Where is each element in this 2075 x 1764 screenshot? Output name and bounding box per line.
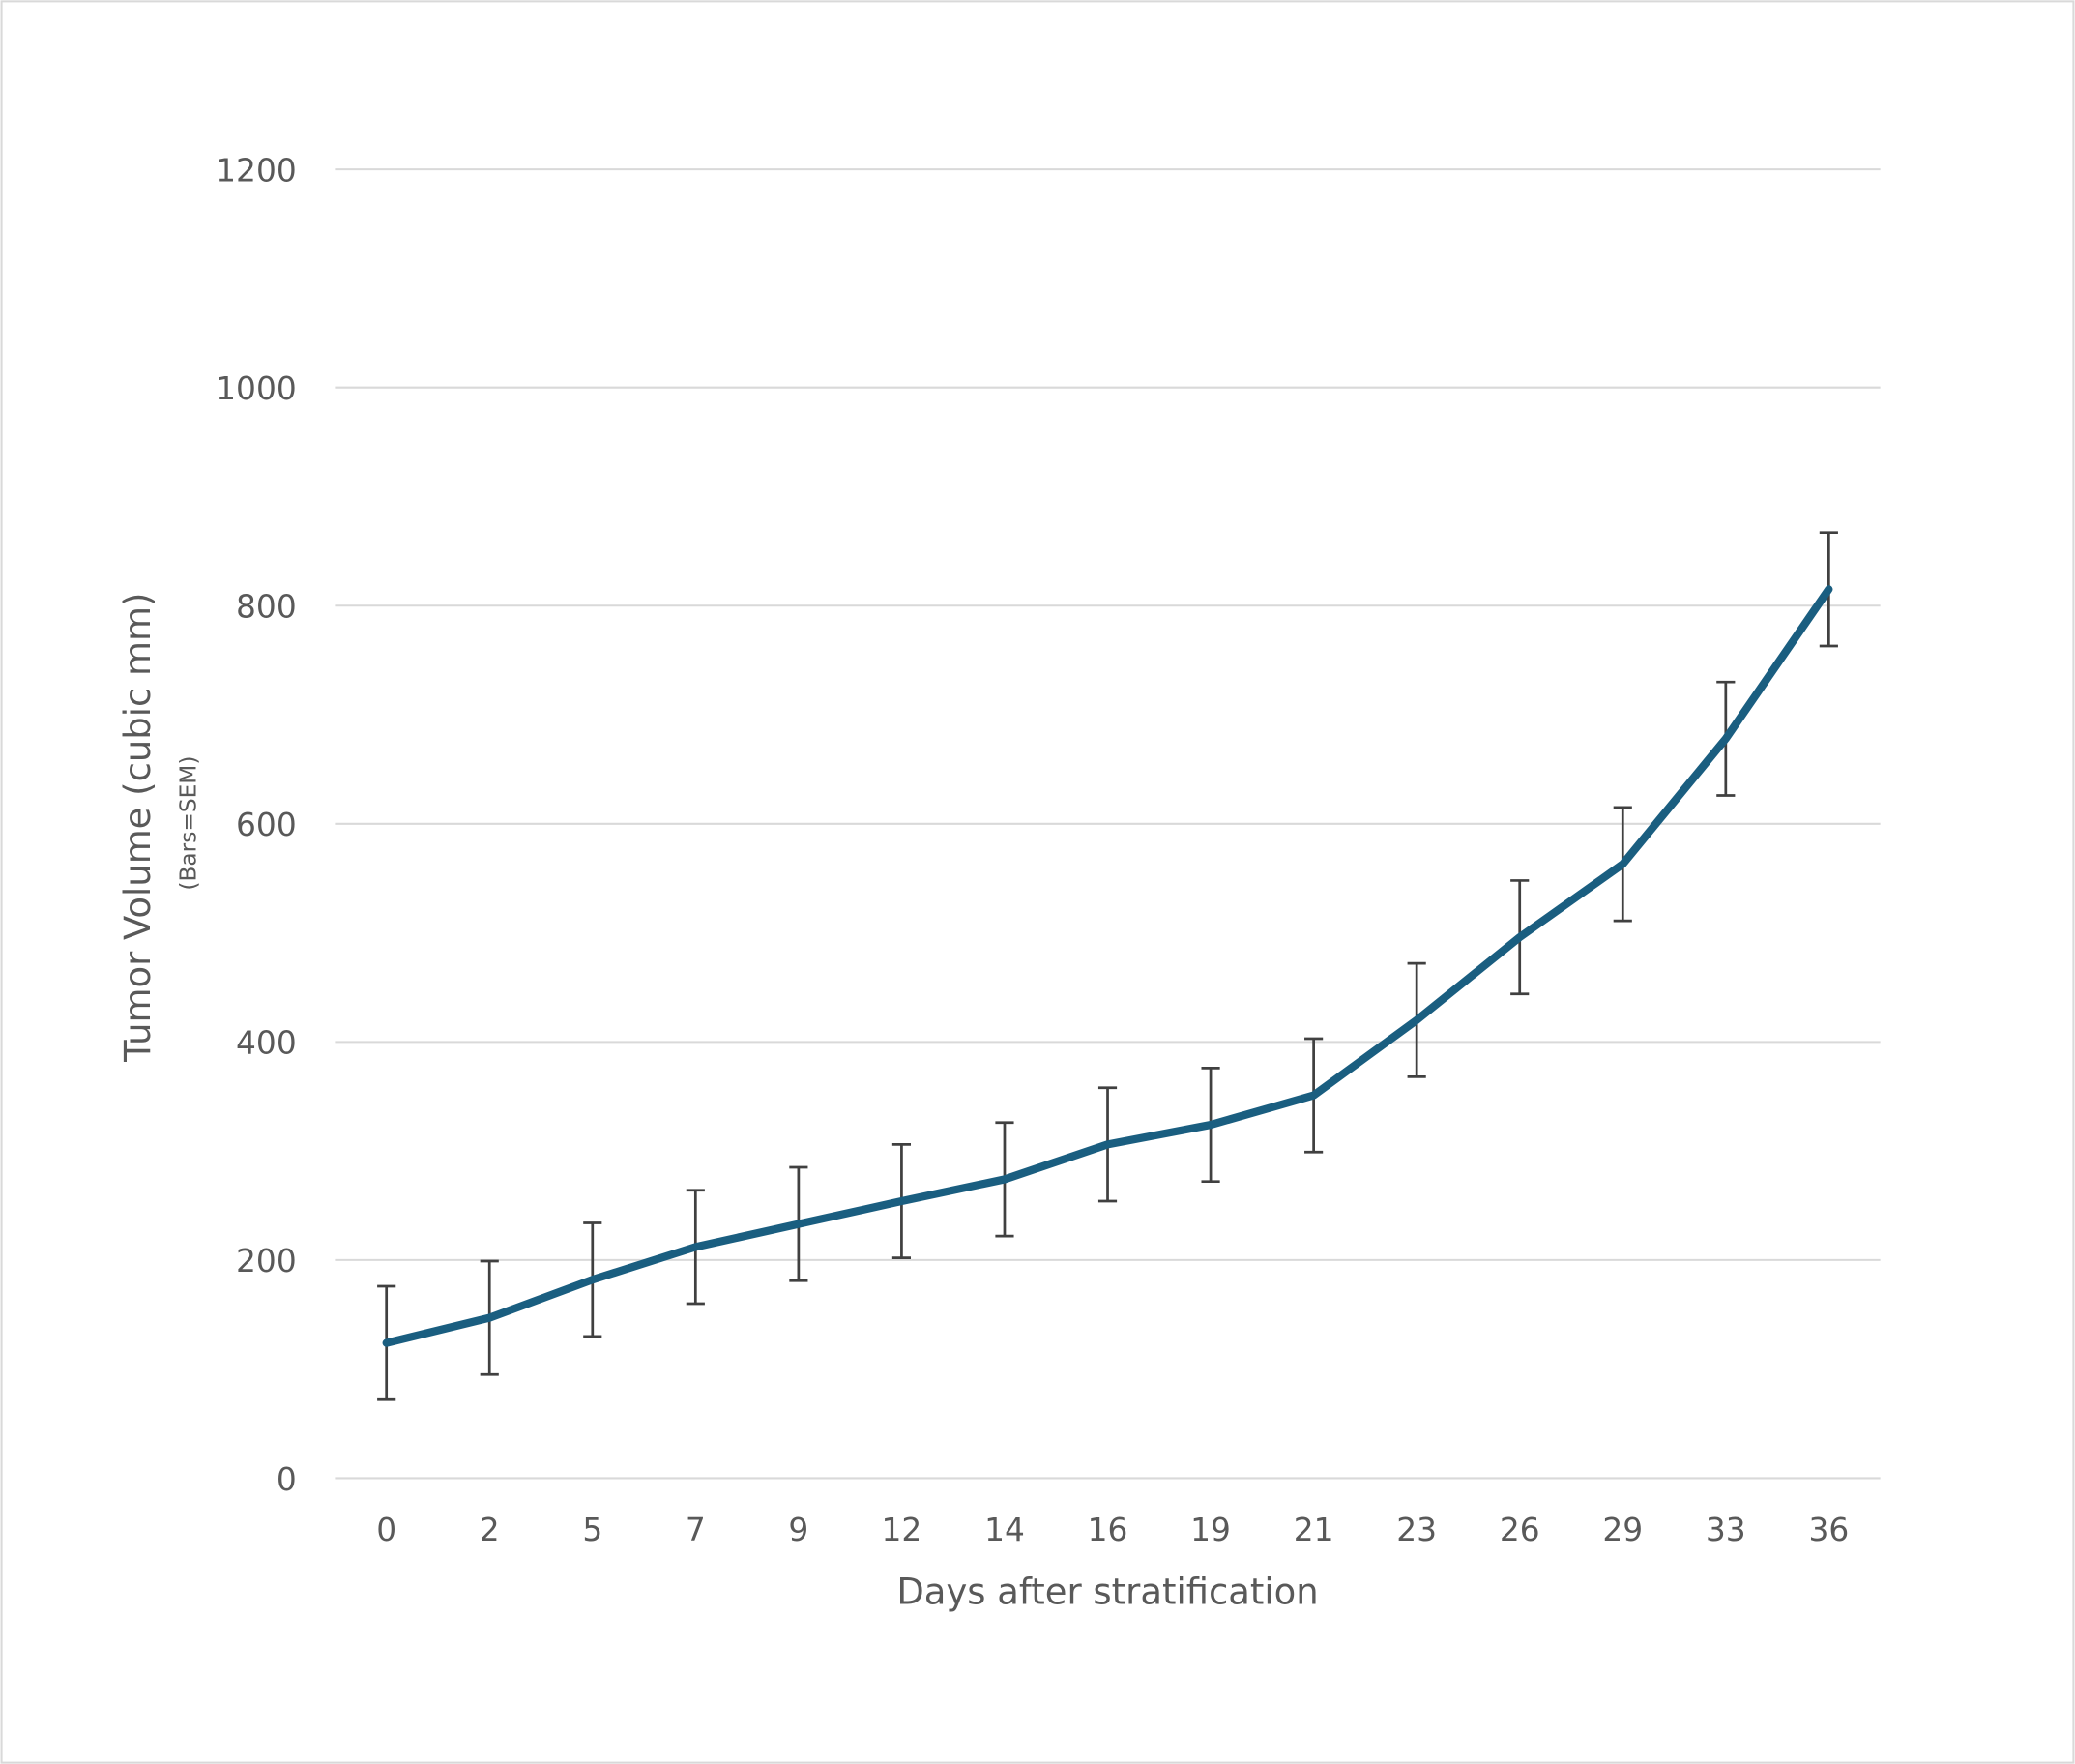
y-tick-label: 800 [236, 589, 297, 626]
y-axis-label: Tumor Volume (cubic mm) [117, 593, 159, 1063]
y-tick-label: 600 [236, 807, 297, 843]
y-tick-label: 0 [277, 1461, 297, 1498]
x-tick-label: 19 [1190, 1512, 1231, 1548]
x-tick-label: 29 [1602, 1512, 1643, 1548]
y-tick-label: 1000 [216, 370, 297, 407]
x-tick-label: 21 [1294, 1512, 1334, 1548]
x-tick-label: 36 [1808, 1512, 1849, 1548]
x-tick-label: 26 [1500, 1512, 1540, 1548]
x-tick-label: 14 [984, 1512, 1025, 1548]
x-tick-label: 23 [1396, 1512, 1437, 1548]
x-tick-label: 16 [1088, 1512, 1128, 1548]
y-tick-label: 400 [236, 1025, 297, 1062]
x-tick-label: 7 [686, 1512, 706, 1548]
x-tick-label: 2 [480, 1512, 500, 1548]
x-tick-label: 5 [582, 1512, 602, 1548]
x-tick-label: 33 [1706, 1512, 1746, 1548]
y-axis-sublabel: (Bars=SEM) [176, 756, 202, 891]
x-tick-label: 12 [882, 1512, 922, 1548]
x-axis-label: Days after stratification [896, 1571, 1318, 1612]
x-tick-label: 0 [376, 1512, 396, 1548]
y-tick-label: 1200 [216, 152, 297, 189]
x-tick-label: 9 [788, 1512, 808, 1548]
y-tick-label: 200 [236, 1243, 297, 1279]
series-line [382, 585, 1833, 1347]
